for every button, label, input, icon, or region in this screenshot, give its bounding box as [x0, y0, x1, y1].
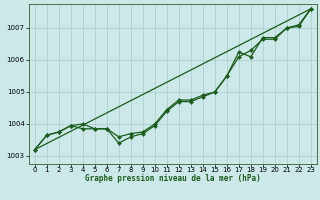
X-axis label: Graphe pression niveau de la mer (hPa): Graphe pression niveau de la mer (hPa) [85, 174, 261, 183]
